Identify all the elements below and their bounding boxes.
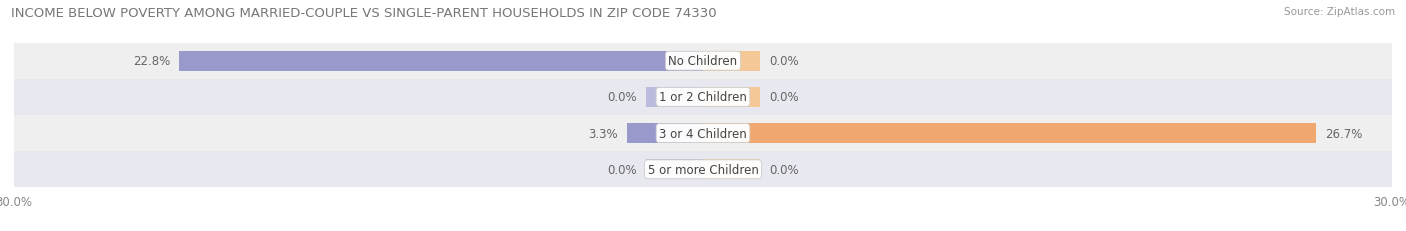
Bar [703, 88, 761, 107]
Bar [703, 52, 761, 71]
Text: 0.0%: 0.0% [769, 91, 799, 104]
Bar [703, 160, 761, 179]
Text: 0.0%: 0.0% [607, 163, 637, 176]
Text: 3.3%: 3.3% [588, 127, 619, 140]
Text: 26.7%: 26.7% [1326, 127, 1362, 140]
Text: 5 or more Children: 5 or more Children [648, 163, 758, 176]
Bar [14, 43, 1392, 79]
Bar [703, 124, 1316, 143]
Bar [627, 124, 703, 143]
Bar [14, 79, 1392, 116]
Bar [14, 116, 1392, 152]
Bar [645, 160, 703, 179]
Text: 22.8%: 22.8% [134, 55, 170, 68]
Text: Source: ZipAtlas.com: Source: ZipAtlas.com [1284, 7, 1395, 17]
Text: 0.0%: 0.0% [607, 91, 637, 104]
Text: INCOME BELOW POVERTY AMONG MARRIED-COUPLE VS SINGLE-PARENT HOUSEHOLDS IN ZIP COD: INCOME BELOW POVERTY AMONG MARRIED-COUPL… [11, 7, 717, 20]
Text: No Children: No Children [668, 55, 738, 68]
Bar [14, 152, 1392, 188]
Bar [180, 52, 703, 71]
Bar [645, 88, 703, 107]
Text: 1 or 2 Children: 1 or 2 Children [659, 91, 747, 104]
Text: 0.0%: 0.0% [769, 55, 799, 68]
Text: 3 or 4 Children: 3 or 4 Children [659, 127, 747, 140]
Text: 0.0%: 0.0% [769, 163, 799, 176]
